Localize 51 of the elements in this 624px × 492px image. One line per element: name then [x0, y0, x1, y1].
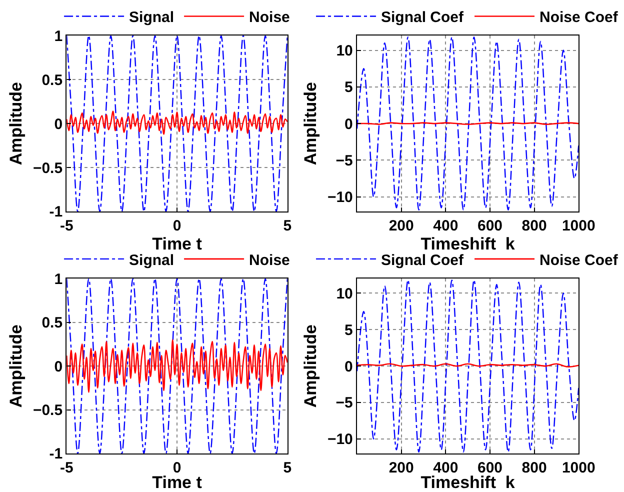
x-tick-label: 800 [522, 460, 547, 477]
x-tick-label: 1000 [562, 460, 596, 477]
legend-label: Signal [129, 252, 174, 269]
y-axis-title: Amplitude [300, 82, 320, 166]
y-tick-label: 0.5 [42, 314, 63, 332]
legend-label: Noise Coef [540, 252, 619, 269]
x-tick-label: 200 [388, 218, 414, 235]
y-tick-label: 5 [344, 79, 353, 96]
legend-label: Noise [249, 252, 290, 269]
x-tick-label: 800 [522, 218, 547, 235]
y-tick-label: 1 [54, 28, 63, 45]
x-axis-title: Time t [152, 234, 202, 254]
x-tick-label: 1000 [562, 218, 596, 235]
y-tick-label: −0.5 [32, 402, 63, 420]
x-tick-label: 200 [388, 460, 414, 477]
line-series [66, 110, 288, 135]
legend-label: Noise [249, 9, 290, 26]
y-tick-label: 5 [344, 322, 353, 339]
y-tick-label: −5 [336, 394, 353, 412]
line-series [66, 339, 288, 393]
y-tick-label: −0.5 [32, 160, 63, 177]
y-tick-label: 0 [54, 116, 63, 133]
x-axis-title: Timeshift k [420, 234, 516, 254]
y-tick-label: −10 [327, 431, 353, 448]
y-axis-title: Amplitude [6, 82, 26, 166]
y-tick-label: 0.5 [42, 72, 63, 89]
y-tick-label: −10 [327, 189, 353, 206]
y-tick-label: -1 [49, 204, 63, 221]
x-tick-label: 400 [433, 218, 458, 235]
series-label: Signal Coef [381, 9, 465, 26]
y-tick-label: 0 [54, 358, 63, 376]
y-tick-label: 1 [54, 270, 63, 288]
x-tick-label: 600 [477, 218, 503, 235]
y-tick-label: -1 [49, 446, 63, 463]
y-tick-label: 10 [336, 285, 353, 302]
y-axis-title: Amplitude [300, 324, 320, 408]
x-tick-label: 0 [172, 218, 182, 235]
legend-label: Noise Coef [540, 9, 619, 26]
series-label: Signal Coef [381, 252, 465, 269]
x-tick-label: 5 [283, 460, 292, 477]
y-tick-label: −5 [336, 152, 353, 170]
legend-label: Signal [129, 9, 174, 26]
x-tick-label: -5 [60, 218, 74, 235]
x-tick-label: -5 [60, 460, 74, 477]
y-tick-label: 0 [344, 358, 353, 376]
line-series [357, 279, 579, 453]
line-series [357, 36, 579, 211]
y-axis-title: Amplitude [6, 324, 26, 408]
x-tick-label: 5 [283, 218, 292, 235]
y-tick-label: 0 [344, 116, 353, 133]
y-tick-label: 10 [336, 42, 353, 60]
